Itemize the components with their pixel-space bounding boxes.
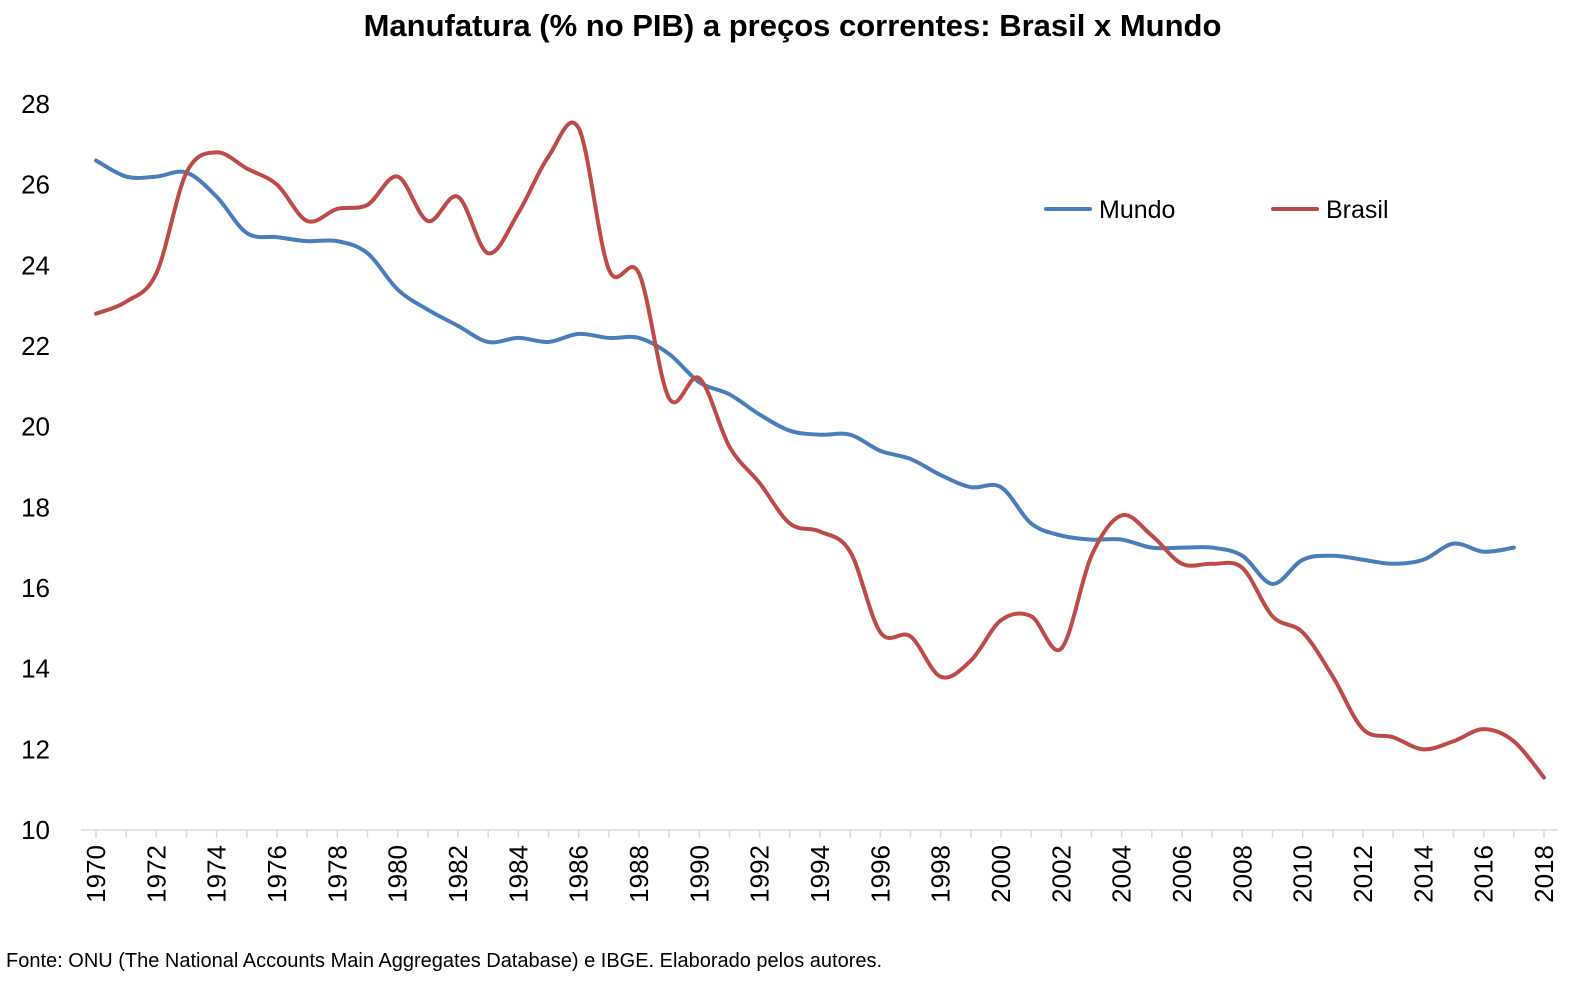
series-line-mundo [94,158,1516,586]
source-note: Fonte: ONU (The National Accounts Main A… [6,950,883,972]
legend-label: Mundo [1099,196,1175,224]
x-tick-label: 2014 [1408,845,1438,903]
x-tick-label: 2006 [1167,845,1197,903]
x-tick-label: 2008 [1227,845,1257,903]
legend-label: Brasil [1326,196,1389,224]
x-tick-label: 1972 [141,845,171,903]
x-tick-label: 1986 [564,845,594,903]
x-tick-label: 2018 [1529,845,1559,903]
series-line-brasil [94,120,1546,780]
x-tick-label: 1994 [805,845,835,903]
x-tick-label: 1970 [81,845,111,903]
y-tick-label: 24 [21,250,50,280]
x-tick-label: 1984 [503,845,533,903]
y-tick-label: 10 [21,815,50,845]
x-tick-label: 1988 [624,845,654,903]
x-tick-label: 1990 [684,845,714,903]
x-tick-label: 2000 [986,845,1016,903]
x-tick-label: 1980 [383,845,413,903]
x-tick-label: 2002 [1046,845,1076,903]
y-tick-label: 28 [21,89,50,119]
x-tick-label: 1976 [262,845,292,903]
y-tick-label: 18 [21,492,50,522]
y-axis-ticks: 10 12 14 16 18 20 22 24 26 28 [21,89,50,845]
x-tick-label: 2010 [1288,845,1318,903]
x-tick-label: 1996 [865,845,895,903]
x-axis-ticks: 1970 1972 1974 1976 1978 1980 1982 1984 1986 1988… [81,830,1559,903]
chart-title: Manufatura (% no PIB) a preços correntes… [363,8,1222,43]
x-tick-label: 1974 [202,845,232,903]
y-tick-label: 22 [21,331,50,361]
x-tick-label: 2004 [1107,845,1137,903]
x-tick-label: 2012 [1348,845,1378,903]
y-tick-label: 20 [21,412,50,442]
x-tick-label: 1998 [926,845,956,903]
y-tick-label: 16 [21,573,50,603]
y-tick-label: 14 [21,654,50,684]
x-tick-label: 1982 [443,845,473,903]
x-tick-label: 1978 [322,845,352,903]
y-tick-label: 12 [21,734,50,764]
series-lines [94,120,1546,780]
legend: Mundo Brasil [1044,196,1389,224]
x-tick-label: 2016 [1469,845,1499,903]
x-tick-label: 1992 [745,845,775,903]
y-tick-label: 26 [21,170,50,200]
